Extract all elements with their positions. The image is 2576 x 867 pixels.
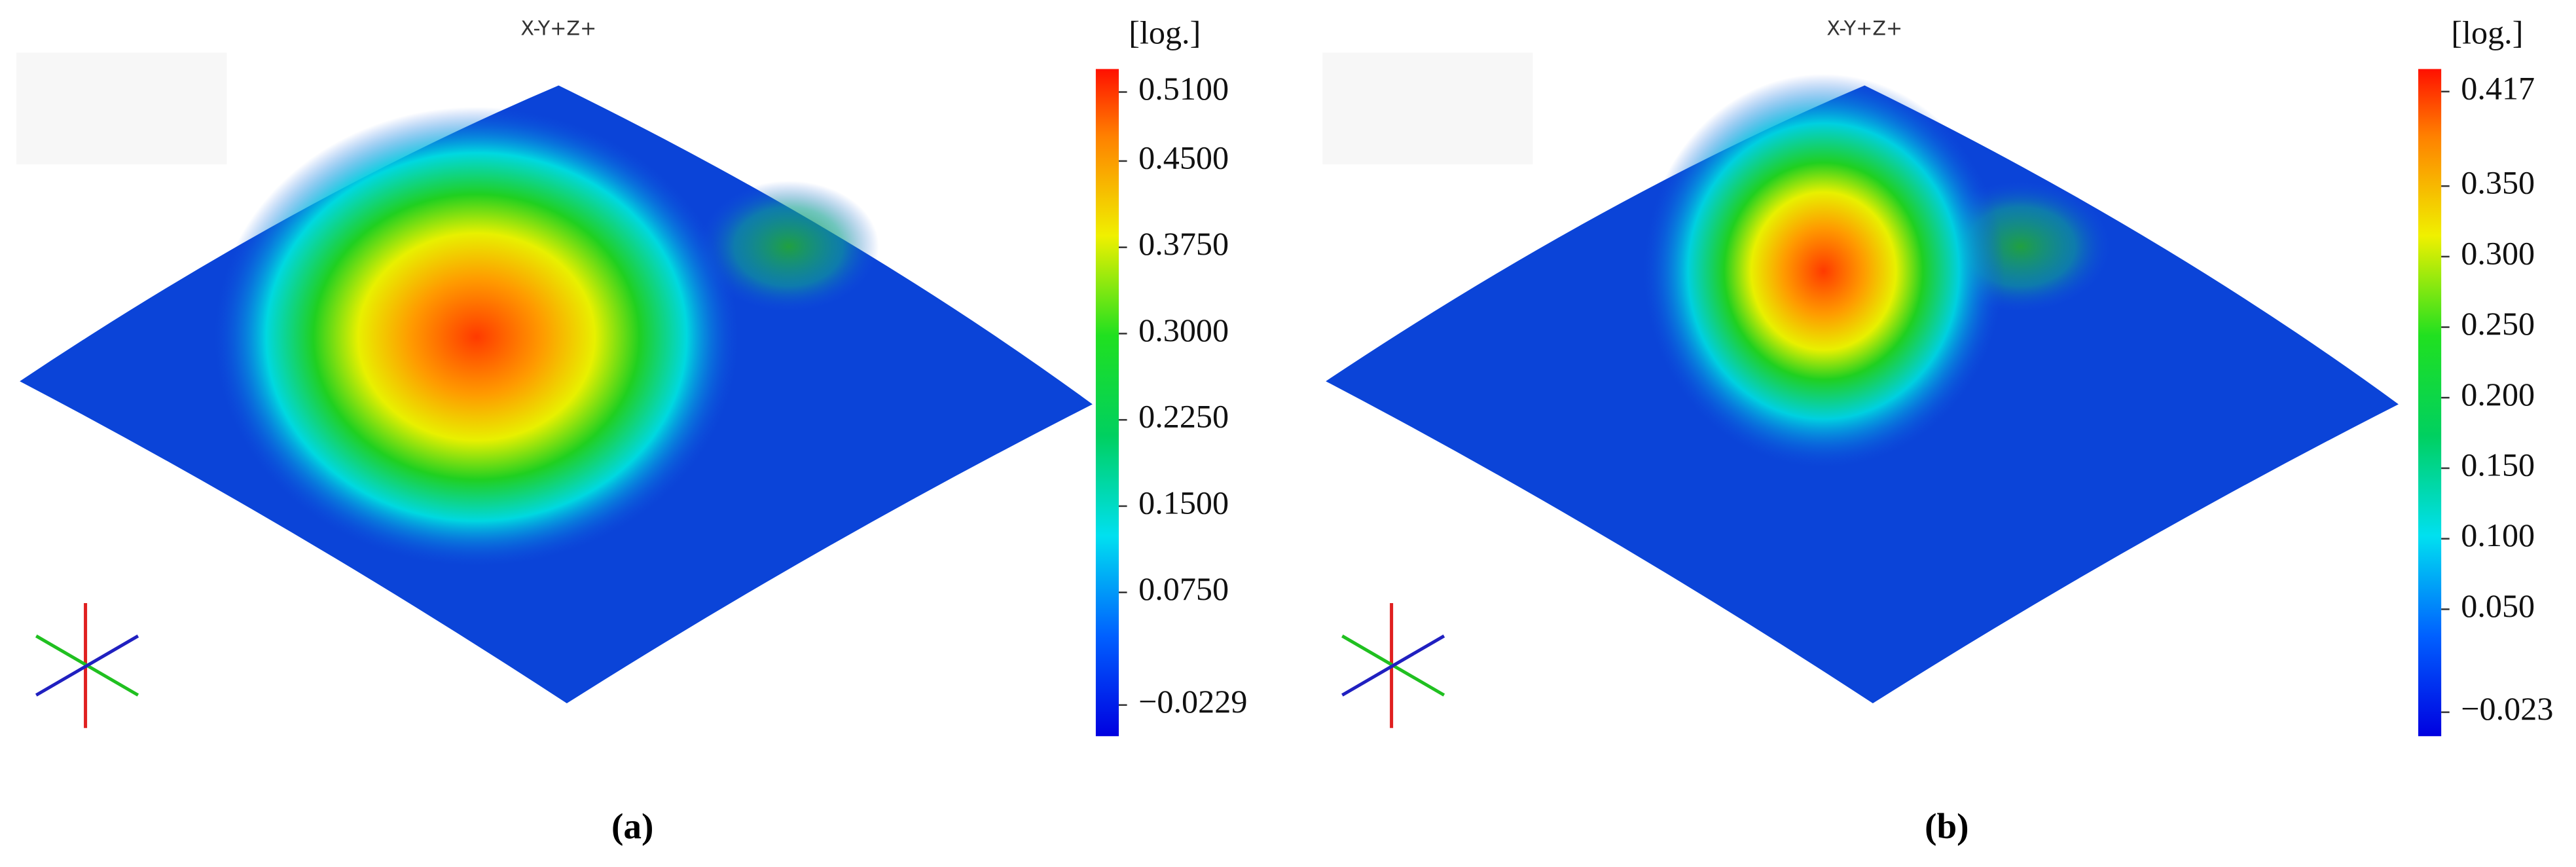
contour-peak xyxy=(213,107,740,567)
colorbar-tick-label: 0.200 xyxy=(2461,376,2535,413)
colorbar xyxy=(2418,69,2442,737)
colorbar-tick-label: 0.3750 xyxy=(1138,225,1229,262)
colorbar-tick-label: 0.250 xyxy=(2461,305,2535,342)
colorbar-tick-label: 0.417 xyxy=(2461,69,2535,106)
colorbar-tick-label: −0.023 xyxy=(2461,690,2553,727)
colorbar-unit: [log.] xyxy=(1129,14,1201,51)
colorbar-tick-label: 0.3000 xyxy=(1138,312,1229,348)
contour-peak xyxy=(1642,73,2005,469)
panel: X-Y+Z+ [log.] 0.417 0.350 0.300 0.250 0.200 0.1… xyxy=(1322,14,2553,846)
colorbar-tick-label: 0.1500 xyxy=(1138,484,1229,521)
legend-box xyxy=(16,52,227,164)
colorbar-tick-label: 0.2250 xyxy=(1138,398,1229,435)
colorbar xyxy=(1095,69,1119,737)
contour-ridge xyxy=(698,181,879,312)
view-label: X-Y+Z+ xyxy=(1826,18,1902,41)
colorbar-tick-label: 0.050 xyxy=(2461,587,2535,624)
colorbar-tick-label: 0.5100 xyxy=(1138,70,1229,107)
caption: (b) xyxy=(1925,806,1968,846)
legend-box xyxy=(1322,52,1533,164)
colorbar-tick-label: 0.150 xyxy=(2461,446,2535,483)
colorbar-tick-label: −0.0229 xyxy=(1138,683,1247,720)
colorbar-tick-label: 0.300 xyxy=(2461,234,2535,271)
colorbar-tick-label: 0.0750 xyxy=(1138,570,1229,607)
colorbar-unit: [log.] xyxy=(2451,14,2523,51)
panel: X-Y+Z+ [log.] 0.5100 0.4500 0.3750 0.3000 0.22… xyxy=(16,14,1247,846)
colorbar-tick-label: 0.100 xyxy=(2461,517,2535,553)
colorbar-tick-label: 0.350 xyxy=(2461,164,2535,201)
view-label: X-Y+Z+ xyxy=(520,18,596,41)
axis-y xyxy=(1341,634,1445,697)
caption: (a) xyxy=(611,806,653,846)
colorbar-tick-label: 0.4500 xyxy=(1138,139,1229,175)
axis-y xyxy=(35,634,139,697)
